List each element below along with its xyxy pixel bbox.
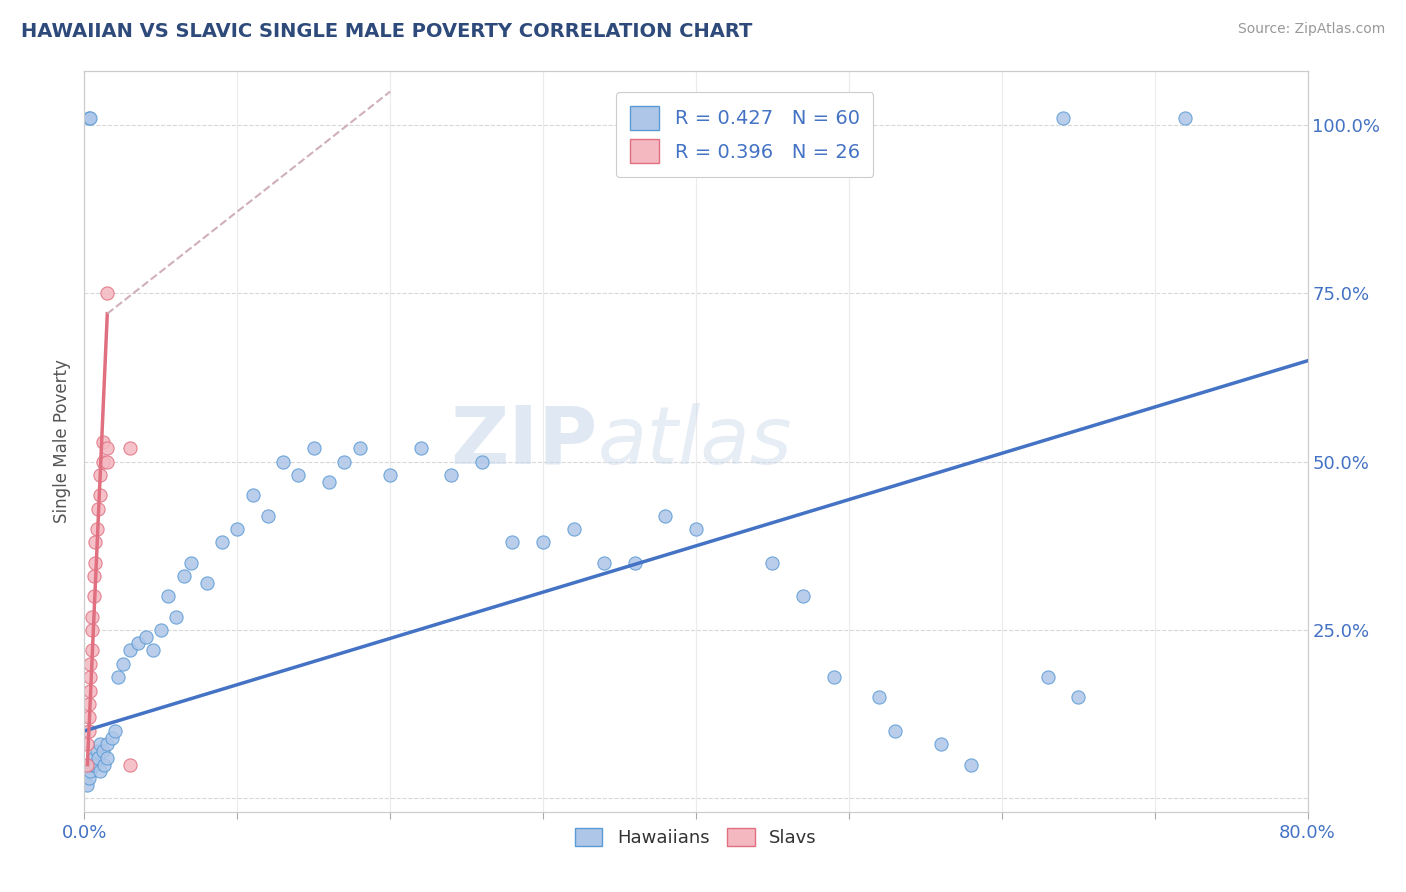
Point xyxy=(87,751,110,765)
Point xyxy=(80,643,103,657)
Point xyxy=(1036,670,1059,684)
Point xyxy=(79,683,101,698)
Point xyxy=(93,757,115,772)
Point xyxy=(792,590,814,604)
Point xyxy=(83,569,105,583)
Point xyxy=(120,757,142,772)
Point xyxy=(84,757,107,772)
Point xyxy=(440,468,463,483)
Point xyxy=(76,738,98,752)
Point xyxy=(471,455,494,469)
Point xyxy=(624,556,647,570)
Point xyxy=(761,556,783,570)
Point xyxy=(502,535,524,549)
Point xyxy=(80,623,103,637)
Point xyxy=(79,764,101,779)
Point xyxy=(135,630,157,644)
Point xyxy=(111,657,134,671)
Point xyxy=(287,468,309,483)
Point xyxy=(91,744,114,758)
Point xyxy=(685,522,707,536)
Point xyxy=(101,731,124,745)
Point xyxy=(89,488,111,502)
Text: Source: ZipAtlas.com: Source: ZipAtlas.com xyxy=(1237,22,1385,37)
Point xyxy=(91,434,114,449)
Point xyxy=(883,723,905,738)
Point xyxy=(86,744,108,758)
Point xyxy=(654,508,676,523)
Point xyxy=(96,738,118,752)
Point xyxy=(89,764,111,779)
Point xyxy=(823,670,845,684)
Point xyxy=(1174,112,1197,126)
Point xyxy=(84,535,107,549)
Point xyxy=(79,670,101,684)
Point xyxy=(96,455,118,469)
Point xyxy=(349,442,371,456)
Point xyxy=(120,442,142,456)
Point xyxy=(96,442,118,456)
Point xyxy=(593,556,616,570)
Point xyxy=(83,751,105,765)
Point xyxy=(86,522,108,536)
Text: ZIP: ZIP xyxy=(451,402,598,481)
Point xyxy=(1067,690,1090,705)
Point xyxy=(76,757,98,772)
Point xyxy=(211,535,233,549)
Point xyxy=(226,522,249,536)
Point xyxy=(929,738,952,752)
Point xyxy=(84,556,107,570)
Y-axis label: Single Male Poverty: Single Male Poverty xyxy=(53,359,72,524)
Point xyxy=(127,636,149,650)
Point xyxy=(77,112,100,126)
Legend: Hawaiians, Slavs: Hawaiians, Slavs xyxy=(568,821,824,855)
Point xyxy=(960,757,983,772)
Point xyxy=(80,757,103,772)
Point xyxy=(562,522,585,536)
Point xyxy=(77,723,100,738)
Point xyxy=(180,556,202,570)
Point xyxy=(89,738,111,752)
Point xyxy=(77,771,100,785)
Point xyxy=(165,609,187,624)
Point xyxy=(80,609,103,624)
Point xyxy=(83,590,105,604)
Point xyxy=(89,468,111,483)
Point xyxy=(318,475,340,489)
Point xyxy=(142,643,165,657)
Point xyxy=(173,569,195,583)
Point xyxy=(79,112,101,126)
Point xyxy=(96,751,118,765)
Point xyxy=(120,643,142,657)
Point xyxy=(1052,112,1074,126)
Point xyxy=(107,670,129,684)
Point xyxy=(380,468,402,483)
Point xyxy=(77,710,100,724)
Point xyxy=(77,697,100,711)
Text: atlas: atlas xyxy=(598,402,793,481)
Point xyxy=(87,501,110,516)
Point xyxy=(409,442,432,456)
Point xyxy=(96,286,118,301)
Point xyxy=(257,508,280,523)
Point xyxy=(157,590,180,604)
Text: HAWAIIAN VS SLAVIC SINGLE MALE POVERTY CORRELATION CHART: HAWAIIAN VS SLAVIC SINGLE MALE POVERTY C… xyxy=(21,22,752,41)
Point xyxy=(104,723,127,738)
Point xyxy=(333,455,356,469)
Point xyxy=(76,778,98,792)
Point xyxy=(91,455,114,469)
Point xyxy=(869,690,891,705)
Point xyxy=(195,575,218,590)
Point xyxy=(302,442,325,456)
Point xyxy=(79,657,101,671)
Point xyxy=(271,455,294,469)
Point xyxy=(149,623,172,637)
Point xyxy=(242,488,264,502)
Point xyxy=(531,535,554,549)
